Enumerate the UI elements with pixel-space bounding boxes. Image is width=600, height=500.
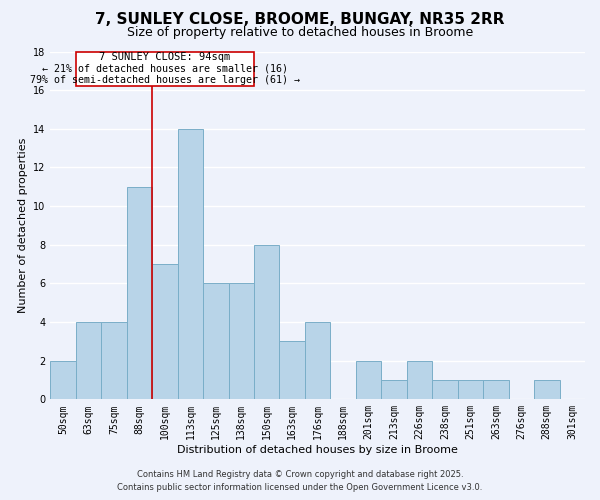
Text: 7 SUNLEY CLOSE: 94sqm: 7 SUNLEY CLOSE: 94sqm xyxy=(99,52,230,62)
Bar xyxy=(229,284,254,400)
Y-axis label: Number of detached properties: Number of detached properties xyxy=(17,138,28,313)
Bar xyxy=(152,264,178,400)
Bar xyxy=(483,380,509,400)
Text: 7, SUNLEY CLOSE, BROOME, BUNGAY, NR35 2RR: 7, SUNLEY CLOSE, BROOME, BUNGAY, NR35 2R… xyxy=(95,12,505,28)
FancyBboxPatch shape xyxy=(76,52,254,86)
Bar xyxy=(127,187,152,400)
Text: 79% of semi-detached houses are larger (61) →: 79% of semi-detached houses are larger (… xyxy=(30,74,300,85)
Bar xyxy=(305,322,331,400)
Bar xyxy=(407,360,432,400)
Bar xyxy=(432,380,458,400)
Bar xyxy=(356,360,382,400)
Bar xyxy=(458,380,483,400)
Bar xyxy=(76,322,101,400)
Text: Size of property relative to detached houses in Broome: Size of property relative to detached ho… xyxy=(127,26,473,39)
Bar xyxy=(101,322,127,400)
Bar xyxy=(178,129,203,400)
Bar xyxy=(50,360,76,400)
Text: ← 21% of detached houses are smaller (16): ← 21% of detached houses are smaller (16… xyxy=(42,64,288,74)
Bar xyxy=(203,284,229,400)
Bar xyxy=(280,342,305,400)
Bar xyxy=(254,244,280,400)
Bar xyxy=(382,380,407,400)
Bar xyxy=(534,380,560,400)
Text: Contains HM Land Registry data © Crown copyright and database right 2025.
Contai: Contains HM Land Registry data © Crown c… xyxy=(118,470,482,492)
X-axis label: Distribution of detached houses by size in Broome: Distribution of detached houses by size … xyxy=(177,445,458,455)
